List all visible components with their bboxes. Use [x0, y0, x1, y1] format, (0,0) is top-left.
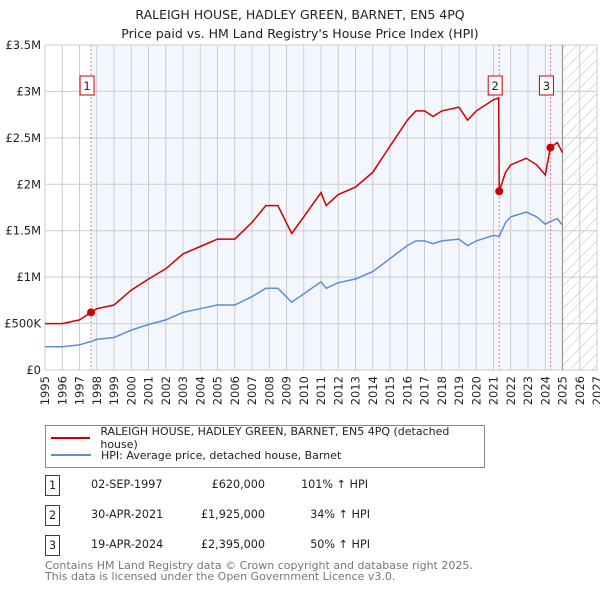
sale-marker-box — [538, 75, 554, 96]
price-chart: RALEIGH HOUSE, HADLEY GREEN, BARNET, EN5… — [4, 7, 600, 405]
x-tick-label: 2000 — [124, 376, 138, 405]
sale-marker-label: 2 — [492, 79, 499, 93]
x-tick-label: 2017 — [418, 376, 432, 405]
sale-date: 30-APR-2021 — [91, 508, 164, 521]
x-tick-label: 2021 — [487, 376, 501, 405]
legend-item-property: RALEIGH HOUSE, HADLEY GREEN, BARNET, EN5… — [51, 425, 484, 451]
legend: RALEIGH HOUSE, HADLEY GREEN, BARNET, EN5… — [45, 425, 485, 468]
sale-hpi-change: 50% ↑ HPI — [310, 538, 370, 551]
y-tick-label: £3.5M — [5, 38, 41, 52]
x-tick-label: 2024 — [538, 376, 552, 405]
x-tick-label: 1998 — [90, 376, 104, 405]
property-price-line — [45, 96, 564, 325]
y-tick-label: £500K — [4, 317, 41, 331]
x-tick-label: 2016 — [400, 376, 414, 405]
legend-label-hpi: HPI: Average price, detached house, Barn… — [101, 448, 342, 462]
x-tick-label: 2022 — [504, 376, 518, 405]
x-tick-label: 2027 — [590, 376, 600, 405]
sale-point — [546, 143, 555, 152]
x-tick-label: 2012 — [331, 376, 345, 405]
footer-copyright: Contains HM Land Registry data © Crown c… — [45, 559, 473, 572]
x-tick-label: 1996 — [55, 376, 69, 405]
sale-hpi-change: 34% ↑ HPI — [310, 508, 370, 521]
legend-swatch-blue — [51, 454, 91, 456]
sale-marker-box — [487, 75, 503, 96]
sale-marker-label: 3 — [543, 79, 550, 93]
sale-hpi-change: 101% ↑ HPI — [301, 478, 368, 491]
sale-marker-label: 3 — [45, 535, 60, 556]
x-tick-label: 2018 — [435, 376, 449, 405]
sale-date: 19-APR-2024 — [91, 538, 164, 551]
x-tick-label: 2025 — [556, 376, 570, 405]
y-tick-label: £2M — [16, 177, 41, 191]
sale-price: £2,395,000 — [200, 538, 265, 551]
x-tick-label: 2002 — [159, 376, 173, 405]
x-tick-label: 2004 — [193, 376, 207, 405]
y-tick-label: £3M — [16, 84, 41, 98]
x-tick-label: 2007 — [245, 376, 259, 405]
sale-price: £1,925,000 — [200, 508, 265, 521]
x-tick-label: 2008 — [262, 376, 276, 405]
x-tick-label: 2009 — [280, 376, 294, 405]
x-tick-label: 2003 — [176, 376, 190, 405]
y-tick-label: £1M — [16, 270, 41, 284]
footer-licence: This data is licensed under the Open Gov… — [45, 570, 396, 583]
x-tick-label: 1999 — [107, 376, 121, 405]
x-tick-label: 2010 — [297, 376, 311, 405]
y-tick-label: £0 — [26, 363, 41, 377]
y-tick-label: £2.5M — [5, 131, 41, 145]
x-tick-label: 2001 — [142, 376, 156, 405]
x-tick-label: 2006 — [228, 376, 242, 405]
x-tick-label: 2005 — [211, 376, 225, 405]
x-tick-label: 2026 — [573, 376, 587, 405]
x-tick-label: 2023 — [521, 376, 535, 405]
x-tick-label: 2013 — [349, 376, 363, 405]
legend-label-property: RALEIGH HOUSE, HADLEY GREEN, BARNET, EN5… — [100, 425, 450, 451]
x-tick-label: 2011 — [314, 376, 328, 405]
y-tick-label: £1.5M — [5, 224, 41, 238]
x-tick-label: 1995 — [38, 376, 52, 405]
legend-item-hpi: HPI: Average price, detached house, Barn… — [51, 447, 341, 463]
footer: Contains HM Land Registry data © Crown c… — [45, 560, 473, 582]
chart-title: RALEIGH HOUSE, HADLEY GREEN, BARNET, EN5… — [135, 7, 464, 22]
sale-marker-box — [79, 75, 95, 96]
ownership-shading — [91, 45, 563, 370]
sale-date: 02-SEP-1997 — [91, 478, 163, 491]
x-tick-label: 2015 — [383, 376, 397, 405]
x-tick-label: 1997 — [73, 376, 87, 405]
legend-swatch-red — [51, 437, 91, 439]
sale-point — [87, 308, 96, 317]
sale-marker-label: 1 — [83, 79, 90, 93]
sale-point — [495, 187, 504, 196]
x-tick-label: 2014 — [366, 376, 380, 405]
sale-marker-label: 2 — [45, 505, 60, 526]
x-tick-label: 2019 — [452, 376, 466, 405]
sale-marker-label: 1 — [45, 475, 60, 496]
sale-price: £620,000 — [211, 478, 265, 491]
x-tick-label: 2020 — [469, 376, 483, 405]
hpi-line — [45, 211, 564, 348]
chart-subtitle: Price paid vs. HM Land Registry's House … — [121, 26, 478, 41]
